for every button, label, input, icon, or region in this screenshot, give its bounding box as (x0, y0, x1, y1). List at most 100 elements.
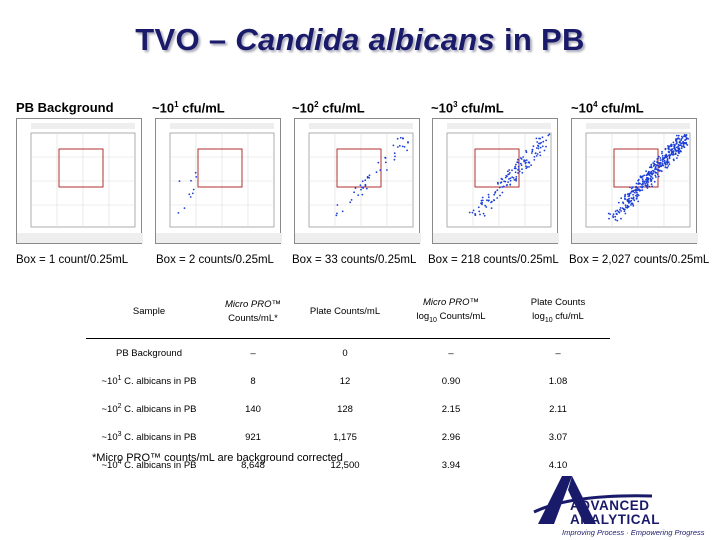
event-dot (506, 170, 509, 173)
cell-plate: 12,500 (330, 459, 360, 471)
event-dot (632, 196, 635, 199)
event-dot (513, 167, 516, 170)
event-dot (509, 184, 512, 186)
event-dot (643, 181, 646, 183)
event-dot (515, 163, 517, 166)
event-dot (627, 201, 630, 204)
event-dot (661, 155, 664, 157)
event-dot (366, 175, 369, 178)
event-dot (676, 137, 679, 140)
event-dot (684, 139, 686, 142)
event-dot (677, 147, 680, 150)
event-dot (639, 189, 642, 192)
event-dot (533, 156, 536, 158)
event-dot (644, 184, 647, 187)
event-dot (655, 164, 658, 167)
event-dot (393, 152, 396, 155)
event-dot (623, 210, 626, 213)
event-dot (485, 206, 488, 208)
cell-sample: ~101 C. albicans in PB (101, 374, 197, 388)
event-dot (336, 204, 339, 206)
box-count-1: Box = 2 counts/0.25mL (156, 254, 274, 266)
event-dot (681, 145, 683, 148)
event-dot (655, 176, 657, 178)
plot-svg-0 (17, 123, 143, 243)
event-dot (621, 207, 624, 210)
event-dot (650, 180, 652, 183)
event-dot (619, 208, 621, 211)
event-dot (525, 165, 527, 167)
event-dot (657, 157, 659, 160)
cell-plate: 1,175 (333, 431, 357, 443)
gate-box (336, 148, 382, 188)
event-dot (654, 174, 657, 177)
event-dot (674, 152, 677, 155)
event-dot (667, 165, 670, 167)
plot-svg-3 (433, 123, 559, 243)
event-dot (543, 149, 546, 152)
event-dot (654, 171, 657, 174)
plot-footer-strip (17, 233, 143, 243)
event-dot (392, 144, 395, 147)
event-dot (632, 198, 635, 200)
title-suffix: in PB (495, 22, 585, 57)
event-dot (401, 145, 404, 148)
event-dot (183, 207, 186, 209)
event-dot (502, 185, 505, 188)
event-dot (525, 151, 528, 154)
event-dot (609, 213, 611, 215)
plot-svg-2 (295, 123, 421, 243)
cell-sample: ~103 C. albicans in PB (101, 430, 197, 444)
event-dot (677, 145, 680, 148)
event-dot (630, 190, 633, 193)
event-dot (468, 211, 471, 214)
event-dot (646, 179, 649, 182)
event-dot (658, 162, 660, 164)
event-dot (630, 187, 633, 190)
event-dot (542, 140, 545, 143)
event-dot (656, 160, 659, 163)
event-dot (375, 171, 378, 174)
event-dot (639, 186, 642, 188)
event-dot (515, 179, 517, 182)
plot-svg-1 (156, 123, 282, 243)
table-header-row: Sample Micro PRO™ Counts/mL* Plate Counts… (86, 286, 610, 339)
event-dot (629, 200, 632, 203)
event-dot (538, 142, 540, 145)
event-dot (657, 164, 660, 167)
header-plate-log: Plate Counts log10 cfu/mL (530, 297, 586, 324)
event-dot (636, 195, 639, 198)
event-dot (474, 213, 476, 215)
event-dot (398, 144, 401, 147)
event-dot (507, 181, 509, 183)
event-dot (616, 219, 619, 222)
event-dot (524, 162, 527, 165)
event-dot (508, 169, 511, 171)
event-dot (635, 194, 637, 197)
plot-header-strip (31, 123, 135, 129)
event-dot (478, 210, 481, 213)
event-dot (664, 148, 667, 151)
event-dot (653, 180, 656, 183)
advanced-analytical-logo-mark (533, 476, 653, 524)
event-dot (682, 140, 684, 143)
event-dot (384, 157, 387, 159)
event-dot (490, 207, 493, 209)
header-sample: Sample (132, 306, 166, 317)
results-table: Sample Micro PRO™ Counts/mL* Plate Counts… (86, 286, 610, 479)
event-dot (672, 150, 675, 153)
event-dot (396, 137, 399, 140)
event-dot (384, 161, 387, 164)
event-dot (361, 193, 364, 196)
event-dot (624, 208, 626, 211)
logo-tagline: Improving Process · Empowering Progress (562, 528, 705, 537)
event-dot (537, 147, 540, 150)
event-dot (539, 137, 541, 140)
event-dot (661, 163, 664, 166)
event-dot (661, 159, 664, 161)
event-dot (545, 145, 547, 148)
event-dot (509, 179, 512, 182)
scatter-plot-3 (432, 118, 559, 244)
event-dot (499, 194, 501, 197)
event-dot (668, 154, 671, 157)
